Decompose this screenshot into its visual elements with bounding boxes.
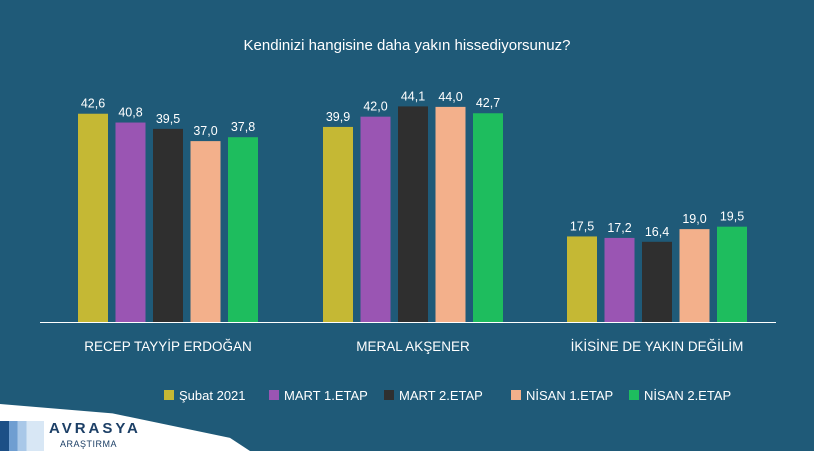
data-label: 44,0 <box>438 90 462 104</box>
data-label: 42,7 <box>476 96 500 110</box>
legend-swatch <box>384 390 394 400</box>
data-label: 19,5 <box>720 210 744 224</box>
data-label: 44,1 <box>401 89 425 103</box>
data-label: 17,5 <box>570 219 594 233</box>
bar <box>115 122 146 323</box>
bar <box>153 128 183 322</box>
legend-label: NİSAN 1.ETAP <box>526 388 613 403</box>
chart-title: Kendinizi hangisine daha yakın hissediyo… <box>244 37 571 54</box>
legend-swatch <box>629 390 639 400</box>
bar <box>567 236 597 322</box>
bar <box>323 126 353 322</box>
data-label: 42,6 <box>81 97 105 111</box>
data-label: 39,9 <box>326 110 350 124</box>
brand-subtitle: ARAŞTIRMA <box>60 439 118 449</box>
category-label: İKİSİNE DE YAKIN DEĞİLİM <box>571 339 744 354</box>
category-label: RECEP TAYYİP ERDOĞAN <box>84 339 252 354</box>
data-label: 16,4 <box>645 225 669 239</box>
bar <box>435 106 466 322</box>
bar <box>190 141 221 322</box>
data-label: 37,0 <box>193 124 217 138</box>
legend-label: MART 1.ETAP <box>284 388 368 403</box>
bar <box>604 237 635 322</box>
logo-mark-icon <box>0 421 44 451</box>
bar <box>473 113 503 322</box>
data-label: 37,8 <box>231 120 255 134</box>
bar <box>78 113 108 322</box>
category-label: MERAL AKŞENER <box>356 339 470 354</box>
data-label: 17,2 <box>607 221 631 235</box>
bar <box>398 106 428 323</box>
data-label: 40,8 <box>118 106 142 120</box>
legend-swatch <box>164 390 174 400</box>
bar <box>717 226 747 322</box>
data-label: 39,5 <box>156 112 180 126</box>
bar <box>642 241 672 322</box>
legend-label: MART 2.ETAP <box>399 388 483 403</box>
data-label: 19,0 <box>682 212 706 226</box>
bar <box>228 137 258 322</box>
brand-name: AVRASYA <box>49 420 141 437</box>
bar <box>679 229 710 322</box>
legend-swatch <box>269 390 279 400</box>
legend-label: Şubat 2021 <box>179 388 246 403</box>
legend-label: NİSAN 2.ETAP <box>644 388 731 403</box>
data-label: 42,0 <box>363 100 387 114</box>
legend-swatch <box>511 390 521 400</box>
bar <box>360 116 391 323</box>
